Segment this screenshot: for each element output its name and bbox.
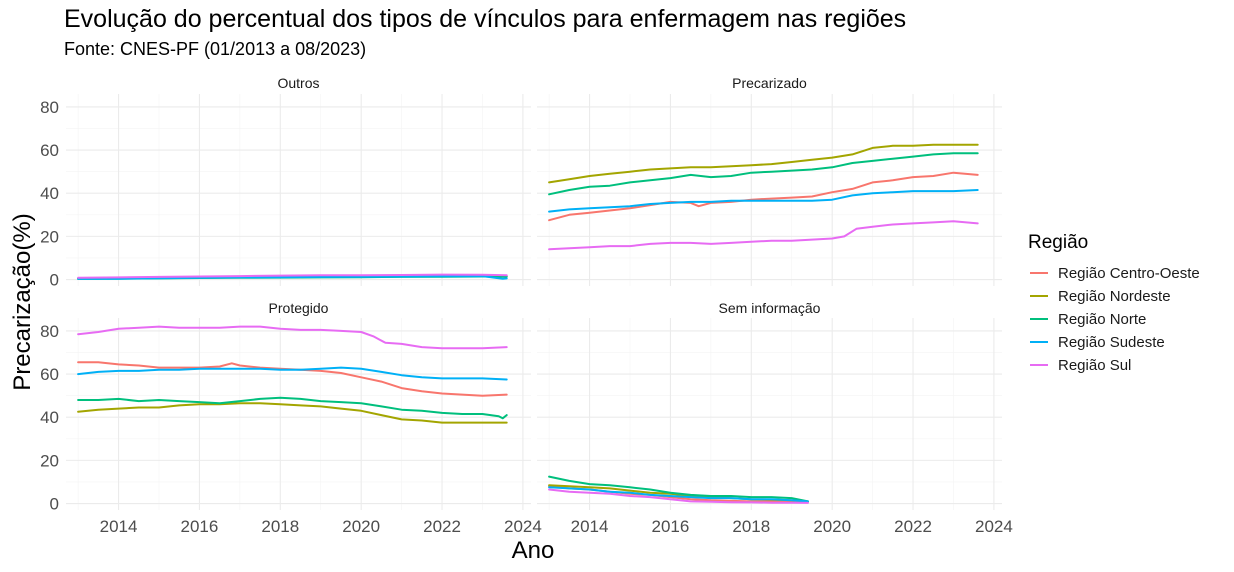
y-axis-ticks: 0 20 40 60 80 0 20 40 60 80 xyxy=(40,98,59,514)
x-tick-label: 2016 xyxy=(652,517,690,536)
facet-label-precarizado: Precarizado xyxy=(732,75,807,91)
series-line-regiao-sul xyxy=(548,488,809,504)
chart-subtitle: Fonte: CNES-PF (01/2013 a 08/2023) xyxy=(64,39,366,59)
series-line-regiao-sudeste xyxy=(77,366,508,381)
series-line-regiao-centro-oeste xyxy=(548,171,979,222)
x-tick-label: 2014 xyxy=(100,517,138,536)
series-line-regiao-nordeste xyxy=(77,402,508,424)
y-tick-label: 0 xyxy=(50,271,59,290)
legend-item-regiao-nordeste: Região Nordeste xyxy=(1030,288,1171,305)
series-line-regiao-norte xyxy=(548,475,809,503)
legend-item-regiao-norte: Região Norte xyxy=(1030,311,1146,328)
facet-label-sem-informacao: Sem informação xyxy=(719,300,821,316)
legend-label: Região Norte xyxy=(1058,311,1146,328)
panel-sem-informacao: Sem informação xyxy=(537,300,1002,510)
x-tick-label: 2018 xyxy=(732,517,770,536)
series-line-regiao-norte xyxy=(77,396,508,420)
legend-label: Região Centro-Oeste xyxy=(1058,265,1200,282)
y-tick-label: 20 xyxy=(40,451,59,470)
x-tick-label: 2024 xyxy=(975,517,1013,536)
facet-label-protegido: Protegido xyxy=(269,300,329,316)
y-tick-label: 20 xyxy=(40,227,59,246)
legend-item-regiao-centro-oeste: Região Centro-Oeste xyxy=(1030,265,1200,282)
y-tick-label: 80 xyxy=(40,98,59,117)
legend-label: Região Nordeste xyxy=(1058,288,1171,305)
facet-panels: Outros Precarizado Protegido Sem informação xyxy=(66,75,1002,510)
series-line-regiao-sul xyxy=(77,273,508,279)
series-line-regiao-sul xyxy=(548,220,979,251)
x-tick-label: 2022 xyxy=(894,517,932,536)
chart-title: Evolução do percentual dos tipos de vínc… xyxy=(64,5,906,33)
x-tick-label: 2024 xyxy=(504,517,542,536)
series-line-regiao-sul xyxy=(77,325,508,350)
y-tick-label: 40 xyxy=(40,408,59,427)
series-line-regiao-sudeste xyxy=(548,189,979,213)
legend: Região Região Centro-Oeste Região Nordest… xyxy=(1028,232,1200,374)
series-line-regiao-sudeste xyxy=(77,275,508,280)
legend-title: Região xyxy=(1028,232,1088,253)
x-tick-label: 2020 xyxy=(342,517,380,536)
series-line-regiao-centro-oeste xyxy=(77,361,508,397)
x-axis-ticks: 2014 2016 2018 2020 2022 2024 2014 2016 2018 2020… xyxy=(100,517,1013,536)
x-tick-label: 2022 xyxy=(423,517,461,536)
y-tick-label: 40 xyxy=(40,184,59,203)
legend-item-regiao-sul: Região Sul xyxy=(1030,357,1131,374)
panel-protegido: Protegido xyxy=(66,300,531,510)
series-line-regiao-sudeste xyxy=(548,486,809,503)
facet-label-outros: Outros xyxy=(277,75,319,91)
x-tick-label: 2014 xyxy=(571,517,609,536)
panel-outros: Outros xyxy=(66,75,531,286)
legend-label: Região Sul xyxy=(1058,357,1131,374)
y-tick-label: 80 xyxy=(40,322,59,341)
legend-label: Região Sudeste xyxy=(1058,334,1165,351)
y-tick-label: 0 xyxy=(50,495,59,514)
legend-item-regiao-sudeste: Região Sudeste xyxy=(1030,334,1165,351)
y-tick-label: 60 xyxy=(40,141,59,160)
series-line-regiao-norte xyxy=(548,152,979,196)
panel-precarizado: Precarizado xyxy=(537,75,1002,286)
x-axis-title: Ano xyxy=(512,537,555,564)
series-line-regiao-nordeste xyxy=(548,143,979,184)
y-axis-title: Precarização(%) xyxy=(9,213,36,390)
x-tick-label: 2018 xyxy=(261,517,299,536)
x-tick-label: 2016 xyxy=(181,517,219,536)
x-tick-label: 2020 xyxy=(813,517,851,536)
y-tick-label: 60 xyxy=(40,365,59,384)
